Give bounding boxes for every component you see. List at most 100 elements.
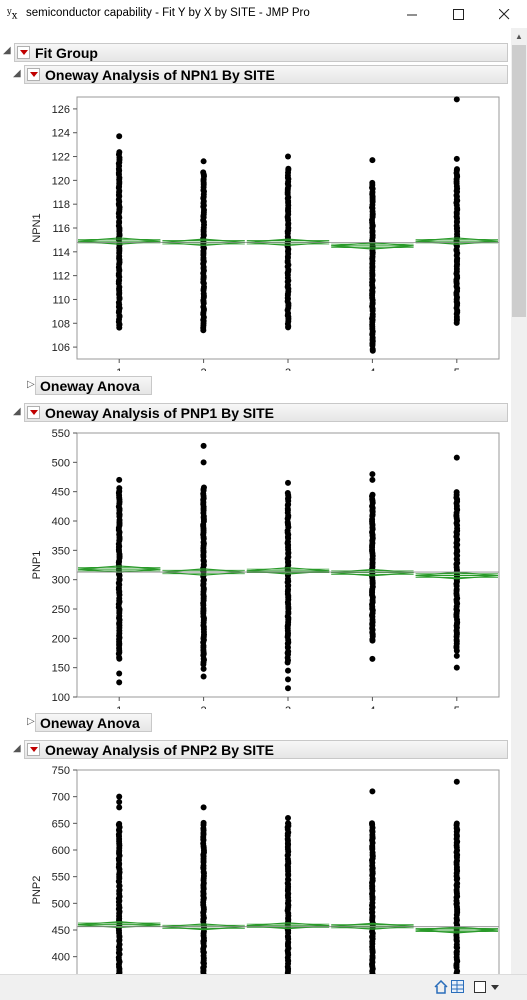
- jmp-app-icon: yx: [7, 6, 17, 21]
- data-point: [454, 166, 460, 172]
- data-point: [454, 156, 460, 162]
- npn1-by-site-plot: 106108110112114116118120122124126NPN1123…: [0, 91, 511, 371]
- y-tick-label: 550: [52, 872, 70, 884]
- data-point: [369, 157, 375, 163]
- x-tick-label: 2: [201, 367, 207, 371]
- red-triangle-menu-icon[interactable]: [27, 68, 40, 81]
- data-point: [369, 788, 375, 794]
- data-point: [116, 641, 122, 647]
- x-tick-label: 5: [454, 705, 460, 709]
- y-axis-label: NPN1: [31, 213, 43, 242]
- data-point: [285, 820, 291, 826]
- x-tick-label: 5: [454, 367, 460, 371]
- disclosure-open-icon[interactable]: ◢: [13, 406, 21, 417]
- y-tick-label: 400: [52, 516, 70, 528]
- red-triangle-menu-icon[interactable]: [17, 46, 30, 59]
- y-tick-label: 108: [52, 318, 70, 330]
- y-tick-label: 400: [52, 952, 70, 964]
- y-tick-label: 126: [52, 104, 70, 116]
- status-bar: [0, 974, 527, 1000]
- data-point: [285, 166, 291, 172]
- close-button[interactable]: [481, 0, 527, 28]
- disclosure-closed-icon[interactable]: ▷: [27, 379, 35, 390]
- y-tick-label: 250: [52, 604, 70, 616]
- data-point: [369, 180, 375, 186]
- scroll-up-icon[interactable]: ▲: [511, 28, 527, 44]
- data-point: [116, 804, 122, 810]
- y-tick-label: 300: [52, 575, 70, 587]
- y-tick-label: 112: [52, 271, 70, 283]
- data-point: [454, 665, 460, 671]
- data-point: [454, 489, 460, 495]
- vertical-scrollbar[interactable]: ▲: [511, 28, 527, 974]
- x-tick-label: 4: [369, 705, 375, 709]
- y-tick-label: 110: [52, 294, 70, 306]
- pnp1-by-site-plot: 100150200250300350400450500550PNP112345S…: [0, 427, 511, 709]
- report-content: ◢ Fit Group ◢ Oneway Analysis of NPN1 By…: [0, 28, 511, 974]
- analysis-header[interactable]: Oneway Analysis of PNP2 By SITE: [24, 740, 508, 759]
- analysis-header[interactable]: Oneway Analysis of NPN1 By SITE: [24, 65, 508, 84]
- data-point: [116, 821, 122, 827]
- y-tick-label: 700: [52, 792, 70, 804]
- y-tick-label: 114: [52, 247, 70, 259]
- data-point: [116, 477, 122, 483]
- oneway-anova-label: Oneway Anova: [40, 378, 140, 394]
- oneway-anova-header[interactable]: Oneway Anova: [35, 376, 152, 395]
- analysis-title: Oneway Analysis of PNP1 By SITE: [45, 405, 274, 421]
- data-point: [454, 96, 460, 102]
- data-point: [369, 656, 375, 662]
- x-tick-label: 3: [285, 367, 291, 371]
- x-tick-label: 1: [116, 367, 122, 371]
- data-point: [201, 666, 207, 672]
- y-tick-label: 100: [52, 692, 70, 704]
- y-axis-label: PNP1: [31, 551, 43, 580]
- red-triangle-menu-icon[interactable]: [27, 406, 40, 419]
- data-point: [116, 679, 122, 685]
- x-tick-label: 4: [369, 367, 375, 371]
- y-axis-label: PNP2: [31, 876, 43, 905]
- data-point: [116, 794, 122, 800]
- y-tick-label: 350: [52, 545, 70, 557]
- maximize-button[interactable]: [435, 0, 481, 28]
- home-icon[interactable]: [434, 980, 448, 999]
- data-point: [116, 671, 122, 677]
- y-tick-label: 450: [52, 925, 70, 937]
- oneway-anova-label: Oneway Anova: [40, 715, 140, 731]
- data-point: [285, 154, 291, 160]
- data-point: [369, 477, 375, 483]
- data-point: [116, 149, 122, 155]
- red-triangle-menu-icon[interactable]: [27, 743, 40, 756]
- x-tick-label: 3: [285, 705, 291, 709]
- x-tick-label: 2: [201, 705, 207, 709]
- window-select-icon[interactable]: [474, 980, 502, 999]
- data-point: [369, 341, 375, 347]
- data-point: [116, 799, 122, 805]
- pnp2-by-site-plot: 300350400450500550600650700750PNP2: [0, 764, 511, 974]
- disclosure-open-icon[interactable]: ◢: [3, 45, 11, 56]
- maximize-icon: [453, 9, 464, 20]
- analysis-header[interactable]: Oneway Analysis of PNP1 By SITE: [24, 403, 508, 422]
- table-icon[interactable]: [451, 980, 465, 999]
- minimize-button[interactable]: [389, 0, 435, 28]
- data-point: [454, 455, 460, 461]
- disclosure-closed-icon[interactable]: ▷: [27, 716, 35, 727]
- data-point: [369, 471, 375, 477]
- fit-group-header[interactable]: Fit Group: [14, 43, 508, 62]
- disclosure-open-icon[interactable]: ◢: [13, 68, 21, 79]
- data-point: [370, 492, 376, 498]
- oneway-anova-header[interactable]: Oneway Anova: [35, 713, 152, 732]
- data-point: [201, 459, 207, 465]
- scrollbar-thumb[interactable]: [512, 45, 526, 317]
- x-tick-label: 1: [116, 705, 122, 709]
- y-tick-label: 550: [52, 428, 70, 440]
- data-point: [116, 133, 122, 139]
- analysis-title: Oneway Analysis of PNP2 By SITE: [45, 742, 274, 758]
- data-point: [200, 169, 206, 175]
- data-point: [201, 158, 207, 164]
- data-point: [201, 820, 207, 826]
- data-point: [285, 668, 291, 674]
- data-point: [201, 485, 207, 491]
- y-tick-label: 500: [52, 898, 70, 910]
- y-tick-label: 106: [52, 342, 70, 354]
- disclosure-open-icon[interactable]: ◢: [13, 743, 21, 754]
